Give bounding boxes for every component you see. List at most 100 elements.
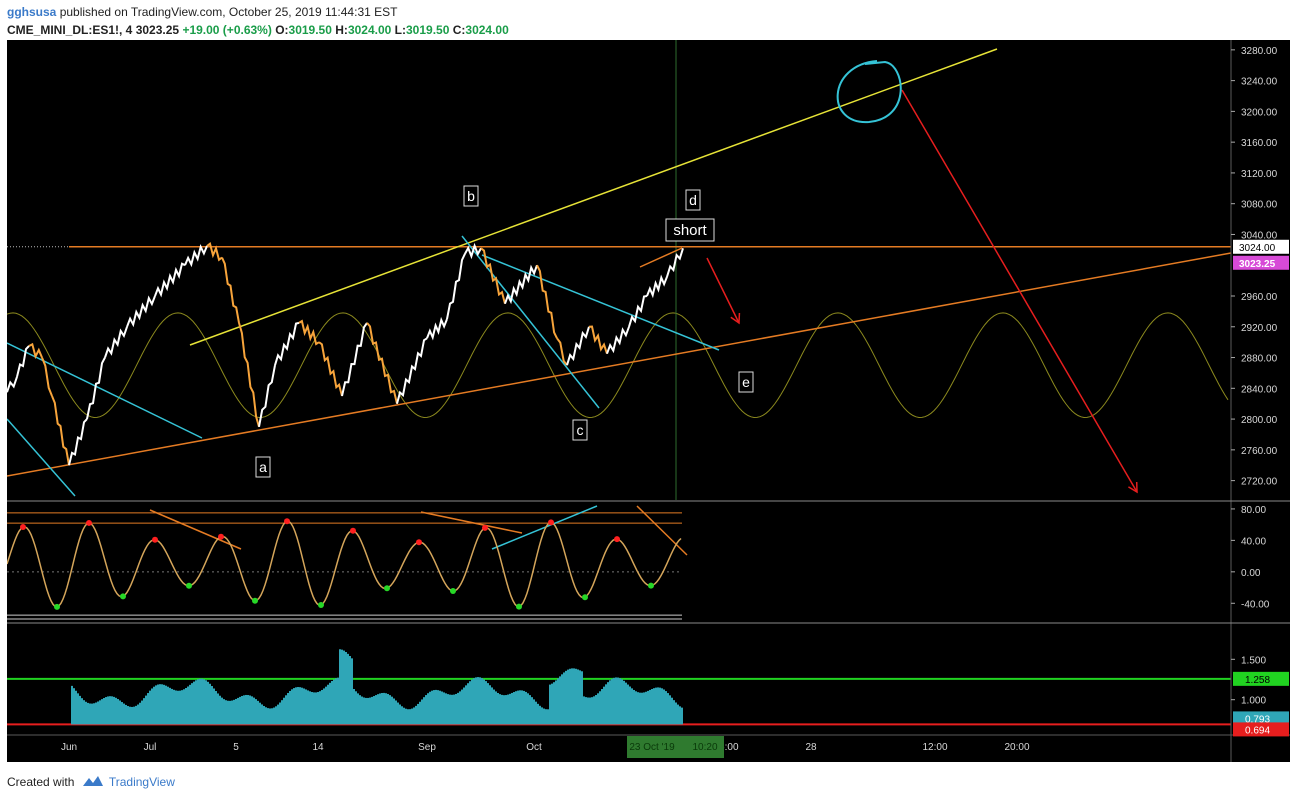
ratio-bar: [553, 682, 555, 725]
ratio-bar: [349, 656, 351, 725]
ratio-bar: [587, 697, 589, 725]
short-label: short: [673, 222, 707, 239]
ratio-bar: [401, 706, 403, 725]
chart-footer: Created with TradingView: [7, 772, 175, 792]
ratio-bar: [433, 690, 435, 725]
price-tick-label: 3120.00: [1241, 169, 1278, 180]
ratio-bar: [613, 677, 615, 725]
ratio-bar: [347, 653, 349, 725]
ratio-level-badge: [1233, 722, 1289, 737]
ratio-bar: [285, 695, 287, 725]
price-change: +19.00 (+0.63%): [182, 23, 272, 37]
ratio-level-badge-text: 1.258: [1245, 675, 1270, 686]
ratio-bar: [463, 687, 465, 725]
ratio-bar: [269, 708, 271, 725]
ratio-bar: [517, 690, 519, 725]
price-segment: [298, 319, 320, 346]
ratio-bar: [459, 691, 461, 725]
ratio-bar: [519, 690, 521, 725]
ratio-bar: [595, 695, 597, 725]
osc-tick-label: -40.00: [1241, 599, 1270, 610]
ratio-bar: [201, 678, 203, 725]
ratio-bar: [203, 679, 205, 725]
ratio-bar: [77, 693, 79, 725]
ratio-bar: [377, 694, 379, 725]
target-arrow: [901, 89, 1138, 493]
cycle-sine-wave: [7, 312, 1229, 419]
ratio-bar: [437, 690, 439, 725]
wave-label-d: d: [689, 192, 697, 208]
created-with-text: Created with: [7, 775, 75, 789]
symbol-name[interactable]: CME_MINI_DL:ES1!, 4: [7, 23, 133, 37]
ratio-bar: [493, 689, 495, 725]
price-segment: [206, 241, 223, 262]
ratio-bar: [181, 690, 183, 725]
ratio-bar: [465, 685, 467, 725]
ratio-bar: [671, 697, 673, 725]
x-highlight-time: 10:20: [692, 742, 717, 753]
ratio-bar: [607, 682, 609, 725]
ratio-bar: [523, 690, 525, 725]
ratio-bar: [611, 678, 613, 725]
ratio-bar: [97, 701, 99, 725]
chart-background: [7, 40, 1290, 762]
short-label-box: [665, 218, 715, 242]
ratio-bar: [161, 684, 163, 725]
channel-line: [461, 235, 600, 409]
ratio-bar: [477, 677, 479, 725]
osc-peak-dot: [86, 519, 92, 526]
ratio-bar: [643, 692, 645, 725]
ratio-bar: [649, 689, 651, 725]
ratio-bar: [281, 700, 283, 725]
ratio-bar: [659, 687, 661, 725]
ratio-bar: [537, 703, 539, 725]
ratio-bar: [497, 692, 499, 725]
ratio-bar: [247, 695, 249, 725]
ratio-bar: [657, 687, 659, 725]
ratio-bar: [475, 677, 477, 725]
ratio-bar: [151, 688, 153, 725]
ratio-bar: [165, 685, 167, 725]
ratio-bar: [141, 700, 143, 725]
osc-trough-dot: [318, 602, 324, 609]
author-name[interactable]: gghsusa: [7, 5, 57, 19]
ratio-bar: [325, 686, 327, 725]
ratio-bar: [335, 678, 337, 725]
ratio-bar: [451, 694, 453, 725]
ratio-bar: [153, 686, 155, 725]
price-tick-label: 3280.00: [1241, 46, 1278, 57]
ratio-bar: [583, 696, 585, 725]
low-value: 3019.50: [406, 23, 450, 37]
ratio-bar: [251, 696, 253, 725]
ratio-bar: [145, 695, 147, 725]
osc-peak-dot: [548, 519, 554, 526]
wave-label-box: [463, 185, 479, 207]
ratio-bar: [79, 695, 81, 725]
osc-peak-dot: [20, 524, 26, 531]
ratio-bar: [159, 684, 161, 725]
ratio-bar: [95, 702, 97, 725]
ratio-bar: [177, 690, 179, 725]
ratio-bar: [259, 702, 261, 725]
ratio-bar: [233, 699, 235, 725]
ratio-bar: [197, 679, 199, 725]
ratio-bar: [623, 680, 625, 725]
x-tick-label: 16:00: [713, 742, 738, 753]
ratio-bar: [83, 700, 85, 725]
ratio-bar: [589, 697, 591, 725]
ratio-bar: [563, 672, 565, 725]
tradingview-logo-icon: [82, 773, 104, 793]
ratio-bar: [555, 680, 557, 725]
price-segment: [274, 321, 300, 366]
osc-trough-dot: [450, 588, 456, 595]
ratio-bar: [163, 684, 165, 725]
ratio-bar: [533, 699, 535, 725]
ratio-bar: [557, 678, 559, 725]
high-value: 3024.00: [347, 23, 392, 37]
tradingview-brand[interactable]: TradingView: [108, 775, 175, 789]
ratio-bar: [119, 700, 121, 725]
x-tick-label: 12:00: [922, 742, 947, 753]
symbol-line: CME_MINI_DL:ES1!, 4 3023.25 +19.00 (+0.6…: [7, 21, 1287, 39]
ratio-bar: [147, 693, 149, 725]
